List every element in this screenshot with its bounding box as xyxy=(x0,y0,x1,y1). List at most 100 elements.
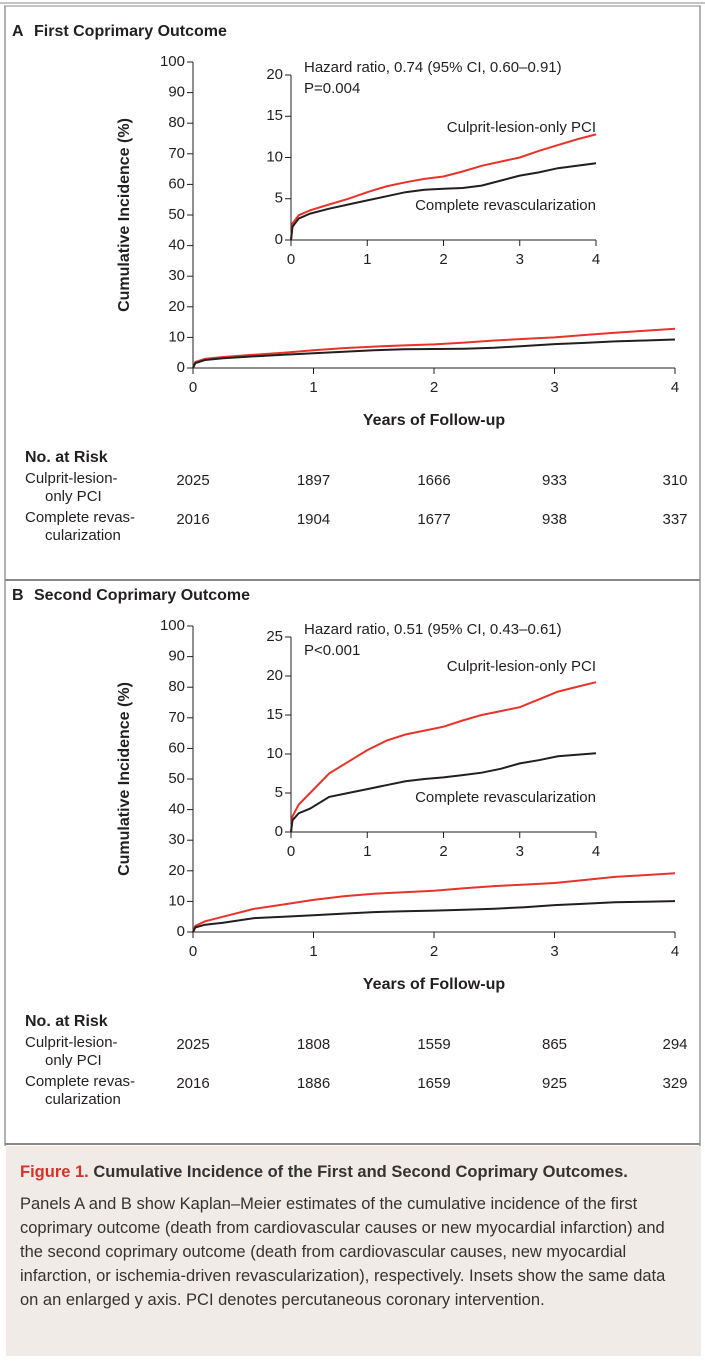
x-tick-label: 1 xyxy=(363,251,371,268)
x-axis-label: Years of Follow-up xyxy=(363,412,505,429)
risk-row-label: cularization xyxy=(45,1091,121,1108)
y-tick-label: 0 xyxy=(275,823,283,840)
series-label: Complete revascularization xyxy=(415,789,596,806)
y-tick-label: 5 xyxy=(275,190,283,207)
y-tick-label: 15 xyxy=(266,107,283,124)
y-tick-label: 100 xyxy=(160,53,185,70)
series-line xyxy=(192,338,676,369)
risk-row-label: cularization xyxy=(45,527,121,544)
risk-value: 1897 xyxy=(297,472,330,489)
y-tick-label: 50 xyxy=(168,206,185,223)
panel-title: Second Coprimary Outcome xyxy=(34,587,250,604)
risk-table-title: No. at Risk xyxy=(25,1013,108,1030)
series-label: Culprit-lesion-only PCI xyxy=(447,119,596,136)
caption: Figure 1. Cumulative Incidence of the Fi… xyxy=(6,1146,701,1356)
x-tick-label: 0 xyxy=(287,251,295,268)
y-tick-label: 50 xyxy=(168,770,185,787)
x-tick-label: 2 xyxy=(439,251,447,268)
y-tick-label: 70 xyxy=(168,709,185,726)
annotation: P=0.004 xyxy=(304,80,360,97)
y-tick-label: 10 xyxy=(266,745,283,762)
x-tick-label: 1 xyxy=(309,379,317,396)
y-axis-label: Cumulative Incidence (%) xyxy=(116,118,133,312)
y-tick-label: 20 xyxy=(266,66,283,83)
y-tick-label: 30 xyxy=(168,267,185,284)
y-tick-label: 60 xyxy=(168,175,185,192)
annotation: P<0.001 xyxy=(304,642,360,659)
y-tick-label: 0 xyxy=(275,231,283,248)
y-tick-label: 20 xyxy=(168,298,185,315)
series-line xyxy=(290,681,597,833)
series-label: Culprit-lesion-only PCI xyxy=(447,658,596,675)
caption-title: Figure 1. Cumulative Incidence of the Fi… xyxy=(20,1160,685,1184)
risk-value: 1666 xyxy=(417,472,450,489)
caption-heading: Cumulative Incidence of the First and Se… xyxy=(93,1163,628,1181)
risk-value: 925 xyxy=(542,1075,567,1092)
panel-title: First Coprimary Outcome xyxy=(34,23,227,40)
x-tick-label: 4 xyxy=(592,843,600,860)
risk-row-label: Culprit-lesion- xyxy=(25,1034,118,1051)
x-tick-label: 0 xyxy=(189,943,197,960)
y-tick-label: 90 xyxy=(168,648,185,665)
risk-row-label: Culprit-lesion- xyxy=(25,470,118,487)
series-line xyxy=(192,872,676,933)
y-tick-label: 10 xyxy=(168,892,185,909)
risk-row-label: only PCI xyxy=(45,1052,102,1069)
x-tick-label: 0 xyxy=(189,379,197,396)
panel-letter: A xyxy=(12,23,24,40)
risk-value: 310 xyxy=(662,472,687,489)
y-tick-label: 15 xyxy=(266,706,283,723)
y-tick-label: 0 xyxy=(177,923,185,940)
x-axis-label: Years of Follow-up xyxy=(363,976,505,993)
series-line xyxy=(192,327,676,369)
y-tick-label: 40 xyxy=(168,801,185,818)
y-tick-label: 25 xyxy=(266,628,283,645)
risk-row-label: only PCI xyxy=(45,488,102,505)
panel-letter: B xyxy=(12,587,24,604)
risk-row-label: Complete revas- xyxy=(25,509,135,526)
caption-label: Figure 1. xyxy=(20,1163,89,1181)
risk-value: 938 xyxy=(542,511,567,528)
x-tick-label: 1 xyxy=(363,843,371,860)
risk-value: 329 xyxy=(662,1075,687,1092)
y-tick-label: 100 xyxy=(160,617,185,634)
y-axis-label: Cumulative Incidence (%) xyxy=(116,682,133,876)
y-tick-label: 5 xyxy=(275,784,283,801)
y-tick-label: 40 xyxy=(168,237,185,254)
risk-value: 865 xyxy=(542,1036,567,1053)
x-tick-label: 1 xyxy=(309,943,317,960)
risk-value: 1559 xyxy=(417,1036,450,1053)
x-tick-label: 4 xyxy=(671,379,679,396)
x-tick-label: 2 xyxy=(439,843,447,860)
risk-value: 1677 xyxy=(417,511,450,528)
risk-table-title: No. at Risk xyxy=(25,449,108,466)
risk-row-label: Complete revas- xyxy=(25,1073,135,1090)
caption-text: Panels A and B show Kaplan–Meier estimat… xyxy=(20,1195,666,1309)
series-line xyxy=(290,133,597,241)
risk-value: 1904 xyxy=(297,511,330,528)
x-tick-label: 3 xyxy=(550,943,558,960)
x-tick-label: 3 xyxy=(516,843,524,860)
y-tick-label: 60 xyxy=(168,739,185,756)
x-tick-label: 3 xyxy=(516,251,524,268)
x-tick-label: 4 xyxy=(671,943,679,960)
risk-value: 1886 xyxy=(297,1075,330,1092)
risk-value: 2016 xyxy=(176,1075,209,1092)
y-tick-label: 80 xyxy=(168,114,185,131)
risk-value: 337 xyxy=(662,511,687,528)
x-tick-label: 4 xyxy=(592,251,600,268)
x-tick-label: 2 xyxy=(430,943,438,960)
risk-value: 933 xyxy=(542,472,567,489)
series-line xyxy=(290,162,597,241)
series-line xyxy=(192,900,676,933)
y-tick-label: 80 xyxy=(168,678,185,695)
y-tick-label: 10 xyxy=(266,148,283,165)
annotation: Hazard ratio, 0.74 (95% CI, 0.60–0.91) xyxy=(304,59,562,76)
y-tick-label: 30 xyxy=(168,831,185,848)
risk-value: 294 xyxy=(662,1036,687,1053)
x-tick-label: 2 xyxy=(430,379,438,396)
risk-value: 1659 xyxy=(417,1075,450,1092)
risk-value: 2025 xyxy=(176,472,209,489)
